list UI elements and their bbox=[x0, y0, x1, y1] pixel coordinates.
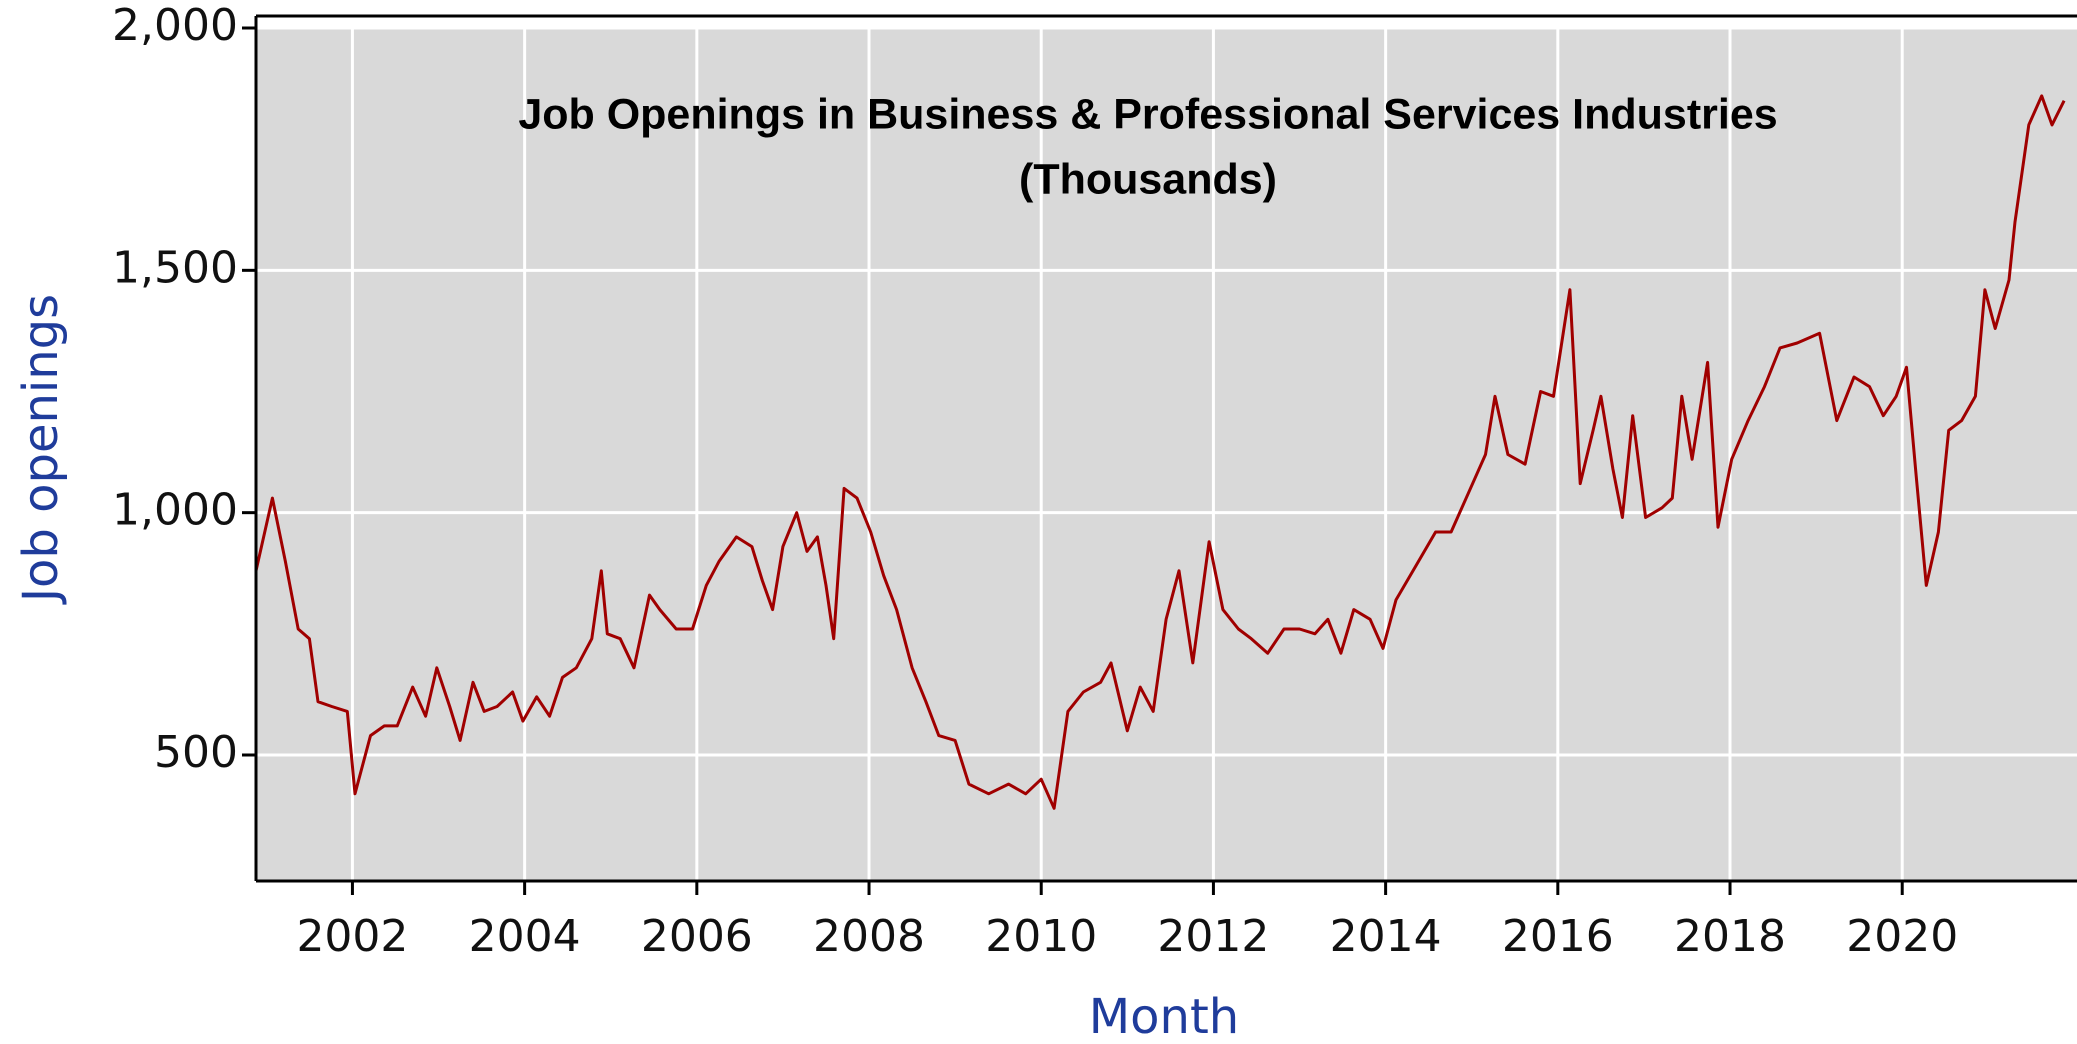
y-tick-label: 2,000 bbox=[112, 0, 238, 51]
x-tick-label: 2016 bbox=[1502, 911, 1614, 962]
y-tick-label: 500 bbox=[154, 727, 238, 778]
marks bbox=[254, 94, 2066, 810]
x-tick-label: 2008 bbox=[813, 911, 925, 962]
y-axis-title: Job openings bbox=[13, 294, 69, 605]
data-line bbox=[254, 94, 2066, 810]
x-tick-label: 2012 bbox=[1157, 911, 1269, 962]
x-axis-title: Month bbox=[1089, 989, 1239, 1044]
x-tick-label: 2010 bbox=[985, 911, 1097, 962]
x-tick-label: 2004 bbox=[469, 911, 581, 962]
y-tick-label: 1,000 bbox=[112, 485, 238, 536]
chart-subtitle: (Thousands) bbox=[1019, 155, 1277, 203]
plot-area bbox=[256, 28, 2077, 881]
y-tick-label: 1,500 bbox=[112, 242, 238, 293]
labels: 500 1,000 1,500 2,000 2002 2004 2006 2008 2010 20… bbox=[112, 0, 1958, 962]
x-tick-label: 2014 bbox=[1330, 911, 1442, 962]
chart-title: Job Openings in Business & Professional … bbox=[518, 90, 1777, 138]
x-tick-label: 2002 bbox=[296, 911, 408, 962]
x-tick-label: 2020 bbox=[1846, 911, 1958, 962]
x-tick-label: 2018 bbox=[1674, 911, 1786, 962]
x-tick-label: 2006 bbox=[641, 911, 753, 962]
grid bbox=[256, 26, 2077, 881]
